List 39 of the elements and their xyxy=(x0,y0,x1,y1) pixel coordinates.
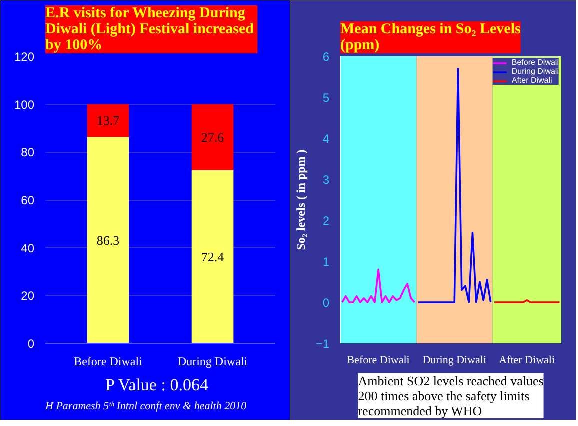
data-label: 86.3 xyxy=(96,232,120,248)
chart-title: Mean Changes in So₂ Levels (ppm) xyxy=(340,22,522,54)
bar xyxy=(87,137,130,344)
text: H Paramesh 5ᵗʰ Intnl conft env & health 2010 xyxy=(44,400,248,412)
x-tick-label: After Diwali xyxy=(499,354,556,366)
y-tick-label: 3 xyxy=(322,173,330,187)
y-tick-label: 120 xyxy=(14,50,35,64)
chart-title: E.R visits for Wheezing During Diwali (Light) Festival increased by 100% xyxy=(46,6,255,54)
y-tick-label: 100 xyxy=(14,98,35,112)
bar xyxy=(192,104,234,170)
y-tick-label: 6 xyxy=(322,50,330,64)
text: Ambient SO2 levels reached values 200 times above the safety limits recommended by WHO xyxy=(358,374,544,418)
data-label: 13.7 xyxy=(96,113,120,128)
y-tick-label: 60 xyxy=(21,194,35,208)
data-label: 72.4 xyxy=(201,249,225,264)
y-tick-label: 20 xyxy=(21,289,35,304)
line-series xyxy=(417,68,492,304)
y-tick-label: −1 xyxy=(316,337,330,351)
y-tick-label: 0 xyxy=(322,296,330,310)
data-label: 27.6 xyxy=(201,130,225,145)
bar xyxy=(87,104,130,138)
y-tick-label: 80 xyxy=(21,146,35,160)
legend-label: After Diwali xyxy=(512,76,552,85)
x-tick-label: During Diwali xyxy=(422,354,487,366)
y-tick-label: 2 xyxy=(322,214,330,228)
y-tick-label: 40 xyxy=(21,241,35,256)
line-series xyxy=(341,268,416,304)
bar xyxy=(192,170,234,344)
legend-label: Before Diwali xyxy=(512,58,559,67)
y-tick-label: 0 xyxy=(28,337,35,351)
y-tick-label: 5 xyxy=(322,91,330,105)
text: P Value : 0.064 xyxy=(106,376,209,394)
y-tick-label: 1 xyxy=(322,255,330,269)
y-tick-label: 4 xyxy=(322,132,330,146)
legend-label: During Diwali xyxy=(512,67,559,76)
x-tick-label: Before Diwali xyxy=(74,354,144,368)
x-tick-label: Before Diwali xyxy=(347,354,410,366)
y-axis-title: So₂ levels ( in ppm ) xyxy=(294,150,308,250)
x-tick-label: During Diwali xyxy=(178,354,248,368)
